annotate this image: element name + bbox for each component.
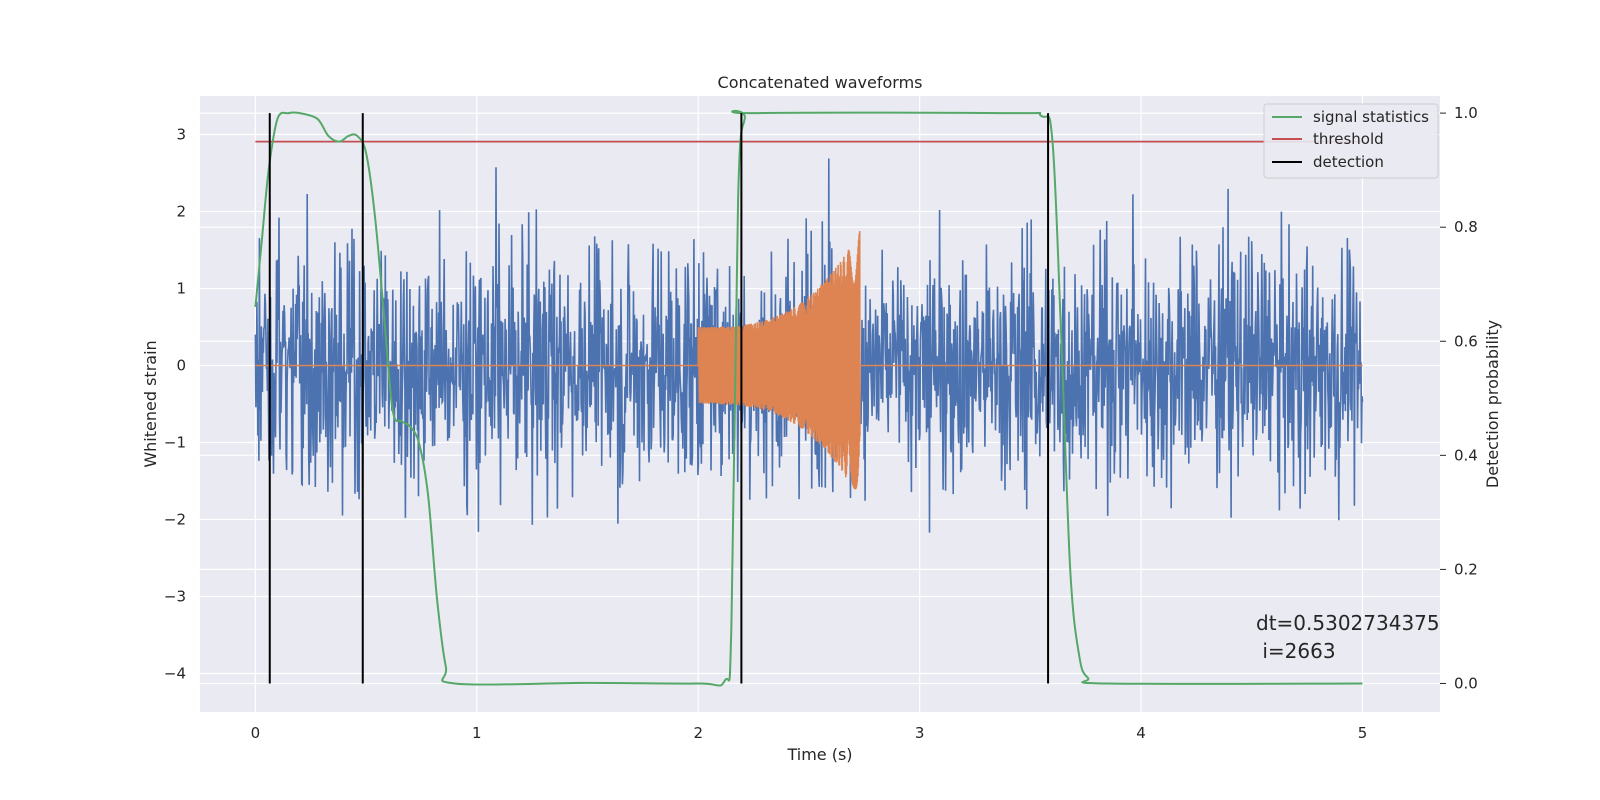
x-tick-label: 4 xyxy=(1136,724,1146,742)
annotation-i: i=2663 xyxy=(1256,639,1336,663)
y-right-tick-label: 0.8 xyxy=(1454,218,1478,236)
x-tick-label: 2 xyxy=(693,724,703,742)
y-tick-label: −3 xyxy=(164,588,186,606)
ticks: 0 1 2 3 4 5 −4 −3 −2 −1 0 1 2 3 0.0 0.2 0.4 0.6 0.8 1.0 xyxy=(164,104,1478,742)
legend-label-detection: detection xyxy=(1313,153,1384,171)
y-right-tick-label: 0.0 xyxy=(1454,674,1478,692)
annotation-dt: dt=0.5302734375 xyxy=(1256,611,1440,635)
chart-title: Concatenated waveforms xyxy=(718,73,923,92)
legend-label-threshold: threshold xyxy=(1313,130,1384,148)
detection-lines xyxy=(268,113,1050,684)
y-tick-label: −1 xyxy=(164,434,186,452)
y-right-tick-label: 0.6 xyxy=(1454,332,1478,350)
chirp-line xyxy=(255,231,1363,490)
x-tick-label: 3 xyxy=(915,724,925,742)
legend-label-signal-statistics: signal statistics xyxy=(1313,108,1429,126)
x-tick-label: 0 xyxy=(251,724,261,742)
legend-box xyxy=(1263,103,1439,179)
x-axis-label: Time (s) xyxy=(786,745,852,764)
x-tick-label: 5 xyxy=(1358,724,1368,742)
y-tick-label: 0 xyxy=(176,357,186,375)
y-tick-label: −2 xyxy=(164,511,186,529)
y-right-tick-label: 0.2 xyxy=(1454,560,1478,578)
y-axis-right-label: Detection probability xyxy=(1483,320,1502,488)
signal-statistics-series xyxy=(254,109,1363,687)
chirp-series xyxy=(255,231,1363,490)
signal-statistics-line xyxy=(254,109,1363,687)
y-tick-label: 3 xyxy=(176,126,186,144)
y-right-tick-label: 1.0 xyxy=(1454,104,1478,122)
legend: signal statistics threshold detection xyxy=(1263,103,1439,179)
y-axis-label: Whitened strain xyxy=(141,340,160,467)
y-right-tick-label: 0.4 xyxy=(1454,446,1478,464)
y-tick-label: 2 xyxy=(176,203,186,221)
y-tick-label: −4 xyxy=(164,665,186,683)
y-tick-label: 1 xyxy=(176,280,186,298)
x-tick-label: 1 xyxy=(472,724,482,742)
